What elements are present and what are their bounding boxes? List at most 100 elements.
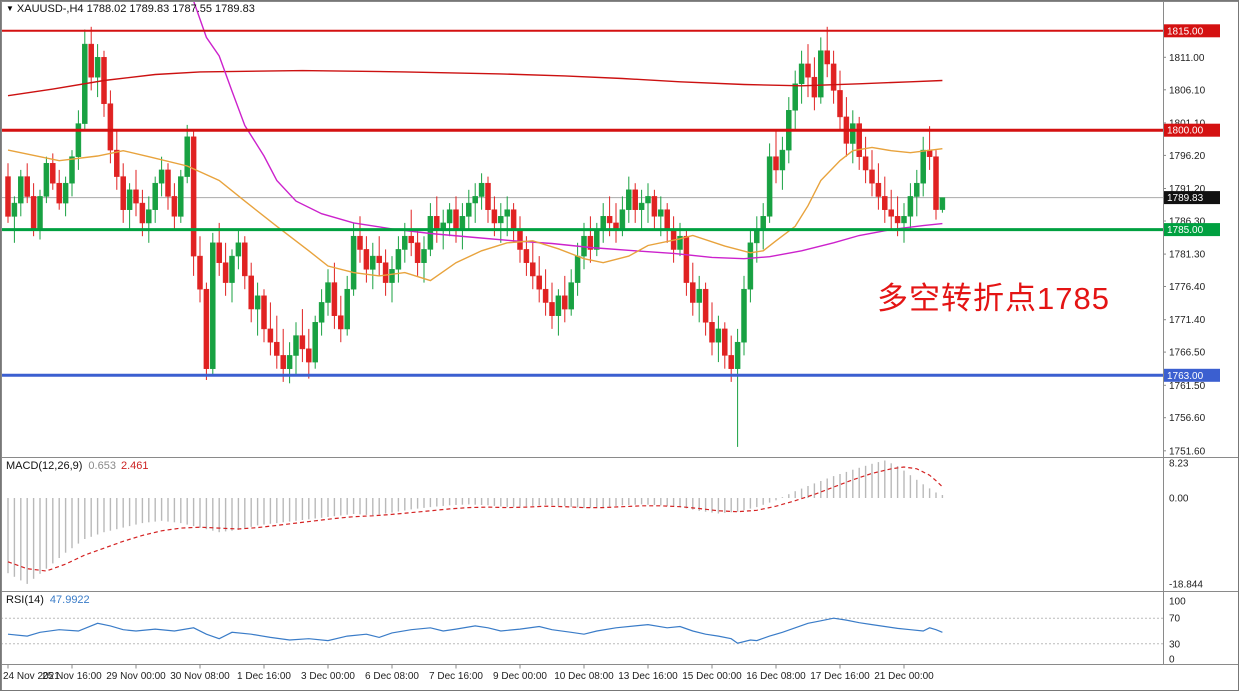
candle <box>344 288 350 330</box>
candle <box>862 156 869 171</box>
price-tick-label: 1806.10 <box>1169 85 1206 96</box>
candle <box>395 249 402 270</box>
price-badge-label: 1815.00 <box>1167 26 1204 37</box>
candle <box>523 249 530 263</box>
price-tick-label: 1786.30 <box>1169 217 1206 228</box>
candle <box>709 322 715 343</box>
candle <box>594 229 600 250</box>
candle <box>94 57 101 78</box>
candle <box>261 295 267 330</box>
candle <box>389 269 395 283</box>
candle <box>370 255 376 270</box>
rsi-tick-label: 30 <box>1169 639 1181 650</box>
candle <box>280 355 286 369</box>
candle <box>293 335 299 356</box>
candle <box>402 235 408 250</box>
candle <box>530 262 536 277</box>
price-badge-label: 1800.00 <box>1167 126 1204 137</box>
price-tick-label: 1776.40 <box>1169 282 1206 293</box>
candle <box>587 235 594 250</box>
candle <box>216 242 222 263</box>
candle <box>453 209 459 230</box>
candle <box>536 275 542 290</box>
candle <box>274 341 280 356</box>
time-axis-label: 21 Dec 00:00 <box>874 671 934 682</box>
candle <box>491 209 498 224</box>
price-badge-1800.00 <box>1164 123 1220 137</box>
candle <box>325 282 331 303</box>
candle <box>158 169 165 184</box>
candle <box>920 149 926 184</box>
ma-line-fast <box>7 146 943 282</box>
candle <box>178 176 184 217</box>
time-axis-label: 15 Dec 00:00 <box>682 671 742 682</box>
candle <box>88 43 94 78</box>
candle <box>658 209 664 217</box>
rsi-tick-label: 100 <box>1169 597 1186 608</box>
candle <box>914 182 920 197</box>
candle <box>747 242 754 290</box>
macd-histogram <box>7 460 944 584</box>
candle <box>498 216 504 224</box>
time-axis-label: 16 Dec 08:00 <box>746 671 806 682</box>
price-tick-label: 1781.30 <box>1169 250 1206 261</box>
price-tick-label: 1761.50 <box>1169 381 1206 392</box>
macd-signal-line <box>7 466 943 572</box>
candle <box>133 189 139 204</box>
price-badge-label: 1785.00 <box>1167 225 1204 236</box>
candle <box>651 196 658 217</box>
candle <box>18 176 24 204</box>
price-tick-label: 1791.20 <box>1169 184 1206 195</box>
candle <box>606 216 613 224</box>
candle <box>171 196 178 217</box>
time-axis-label: 9 Dec 00:00 <box>493 671 547 682</box>
candle <box>69 156 75 184</box>
candle <box>421 249 427 263</box>
candle <box>222 262 229 283</box>
rsi-tick-label: 70 <box>1169 614 1181 625</box>
price-badge-1815.00 <box>1164 24 1220 38</box>
candle <box>229 255 235 283</box>
candle <box>306 348 312 363</box>
candle <box>939 197 946 210</box>
candle <box>741 288 747 343</box>
price-badge-1785.00 <box>1164 223 1220 237</box>
candle <box>645 196 651 204</box>
candle <box>824 50 830 65</box>
candle <box>331 282 338 316</box>
time-axis-label: 7 Dec 16:00 <box>429 671 483 682</box>
macd-tick-label: -18.844 <box>1169 579 1203 590</box>
candle <box>485 182 491 210</box>
candle <box>43 163 50 197</box>
candle <box>318 302 325 323</box>
candle <box>638 202 645 210</box>
candle <box>190 136 197 257</box>
price-tick-label: 1751.60 <box>1169 446 1206 457</box>
candle <box>338 315 344 330</box>
candle <box>760 216 766 230</box>
candle <box>798 63 805 85</box>
candle <box>888 209 894 217</box>
price-tick-label: 1771.40 <box>1169 315 1206 326</box>
time-axis-label: 24 Nov 2021 <box>3 671 60 682</box>
price-tick-label: 1796.20 <box>1169 151 1206 162</box>
candle <box>126 189 133 210</box>
candle <box>568 282 574 310</box>
candle <box>30 196 37 230</box>
candle <box>792 83 798 111</box>
candle <box>466 202 472 217</box>
candle <box>472 196 478 204</box>
candle <box>574 255 581 283</box>
candle <box>728 355 734 369</box>
candle <box>37 196 43 230</box>
time-axis-label: 17 Dec 16:00 <box>810 671 870 682</box>
candle <box>677 235 683 250</box>
time-axis-label: 29 Nov 00:00 <box>106 671 166 682</box>
candle <box>248 275 254 310</box>
candle <box>210 242 216 369</box>
candle <box>510 209 517 230</box>
candle <box>517 229 523 250</box>
candle <box>446 209 453 224</box>
